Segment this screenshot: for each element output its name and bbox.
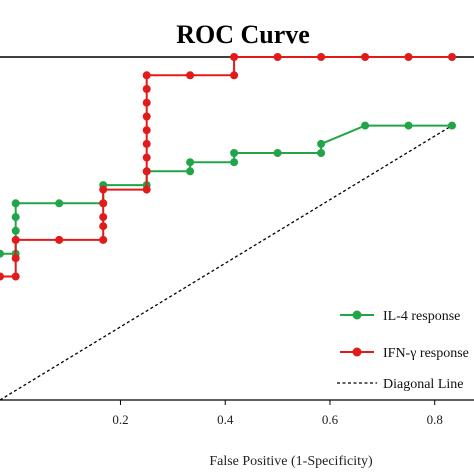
data-point (142, 185, 151, 194)
x-tick-label: 0.2 (112, 412, 128, 427)
data-point (11, 213, 20, 222)
data-point (11, 235, 20, 244)
data-point (99, 222, 108, 231)
data-point (186, 71, 195, 80)
data-point (317, 53, 326, 61)
x-tick-label: 0.6 (322, 412, 339, 427)
data-point (317, 139, 326, 148)
data-point (11, 254, 20, 263)
legend-swatch-marker (352, 347, 362, 357)
chart-title: ROC Curve (176, 20, 310, 49)
data-point (361, 53, 370, 61)
data-point (0, 272, 4, 281)
data-point (99, 185, 108, 194)
data-point (142, 98, 151, 107)
data-point (99, 213, 108, 222)
x-axis-ticks: 0.2 0.4 0.6 0.8 (112, 400, 443, 427)
legend-swatch-marker (352, 310, 362, 320)
series-diagonal-line (0, 125, 453, 401)
legend-label: IFN-γ response (383, 346, 469, 361)
data-point (448, 121, 456, 130)
data-point (11, 226, 20, 235)
legend: IL-4 response IFN-γ response Diagonal Line (337, 309, 469, 392)
data-point (273, 149, 282, 157)
data-point (230, 71, 239, 80)
data-point (186, 167, 195, 176)
data-point (11, 272, 20, 281)
data-point (142, 153, 151, 162)
legend-label: IL-4 response (383, 309, 460, 324)
data-point (142, 126, 151, 135)
data-point (142, 139, 151, 148)
data-point (230, 53, 239, 61)
data-point (99, 199, 108, 208)
x-tick-label: 0.8 (427, 412, 443, 427)
legend-label: Diagonal Line (383, 377, 463, 392)
data-point (142, 112, 151, 121)
data-point (11, 199, 20, 208)
data-point (230, 149, 239, 157)
series-layer (0, 53, 456, 401)
data-point (404, 53, 413, 61)
data-point (142, 85, 151, 93)
x-axis-label: False Positive (1-Specificity) (209, 454, 373, 469)
data-point (404, 121, 413, 130)
data-point (0, 249, 4, 258)
data-point (186, 158, 195, 167)
diagonal-line (0, 125, 453, 401)
data-point (448, 53, 456, 61)
data-point (142, 167, 151, 176)
data-point (230, 158, 239, 167)
data-point (361, 121, 370, 130)
data-point (55, 199, 64, 208)
x-tick-label: 0.4 (217, 412, 234, 427)
series-ifn-response (0, 53, 456, 281)
data-point (142, 71, 151, 80)
data-point (55, 235, 64, 244)
data-point (317, 149, 326, 157)
data-point (273, 53, 282, 61)
data-point (99, 235, 108, 244)
